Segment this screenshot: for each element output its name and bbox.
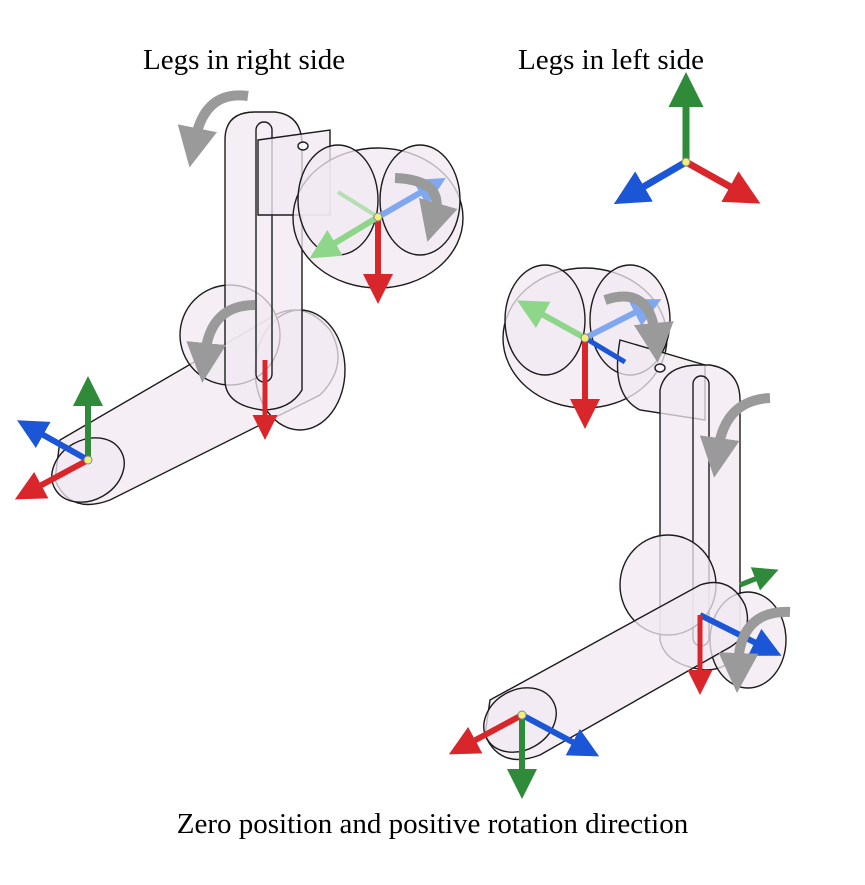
right-leg-rotation-arrows: [177, 90, 458, 383]
right-leg-foot-axes-icon: [14, 376, 103, 500]
heading-legs-right-side: Legs in right side: [143, 44, 346, 76]
rotation-arrow-icon: [394, 173, 458, 242]
rotation-arrow-icon: [718, 606, 791, 693]
left-leg-knee-axes-icon: [687, 567, 782, 695]
rotation-arrow-icon: [186, 300, 256, 383]
rotation-arrow-icon: [177, 90, 249, 168]
rotation-arrow-icon: [699, 393, 771, 478]
hip-lobe-left-a: [504, 264, 586, 376]
hip-lobe-right-b: [379, 144, 461, 256]
left-side-leg: [483, 264, 787, 761]
left-leg-hip-axes-icon: [516, 299, 662, 429]
right-leg-hip-axes-icon: [309, 178, 446, 304]
reference-triad-icon: [613, 72, 761, 205]
heading-legs-left-side: Legs in left side: [518, 44, 705, 76]
foot-end-right: [51, 437, 125, 503]
figure-caption: Zero position and positive rotation dire…: [176, 808, 689, 840]
left-leg-rotation-arrows: [603, 291, 791, 693]
left-leg-foot-axes-icon: [448, 710, 600, 799]
rotation-arrow-icon: [603, 291, 674, 363]
right-side-leg: [51, 111, 464, 506]
